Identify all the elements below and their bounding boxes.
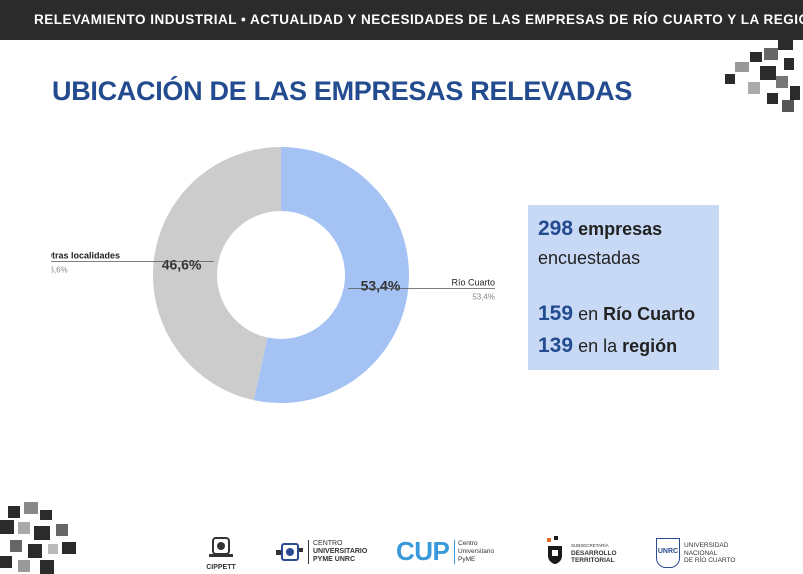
sdt-logo: SUBSECRETARÍA DESARROLLO TERRITORIAL — [544, 536, 624, 570]
sdt-line3: TERRITORIAL — [571, 557, 615, 564]
summary-riocuarto-pre: en — [578, 304, 599, 324]
cup-line2: Universitario — [458, 548, 495, 555]
summary-riocuarto-line: 159 en Río Cuarto — [538, 302, 695, 326]
slice-name-label-otras-localidades: Otras localidades — [51, 250, 120, 260]
summary-region-line: 139 en la región — [538, 334, 677, 358]
sdt-text: SUBSECRETARÍA DESARROLLO TERRITORIAL — [571, 542, 617, 565]
slice-otras-localidades — [152, 147, 281, 401]
unrc-line3: DE RÍO CUARTO — [684, 557, 736, 564]
unrc-text: UNIVERSIDAD NACIONAL DE RÍO CUARTO — [684, 542, 735, 565]
cu-line3: PYME UNRC — [313, 556, 356, 563]
summary-riocuarto-place: Río Cuarto — [603, 304, 696, 324]
summary-riocuarto-number: 159 — [538, 302, 574, 325]
sdt-line1: SUBSECRETARÍA — [571, 543, 609, 548]
centro-universitario-logo: CENTRO UNIVERSITARIO PYME UNRC — [276, 538, 384, 568]
cup-wordmark: CUP — [396, 536, 450, 566]
cippett-logo: CIPPETT — [204, 536, 238, 571]
page-title: UBICACIÓN DE LAS EMPRESAS RELEVADAS — [52, 76, 633, 106]
cup-line1: Centro — [458, 540, 478, 547]
slice-rio-cuarto — [253, 147, 409, 403]
cup-text: Centro Universitario PyME — [458, 540, 494, 564]
chart-area: 53,4% Río Cuarto 53,4% 46,6% Otras localidad… — [51, 131, 511, 414]
sdt-line2: DESARROLLO — [571, 549, 617, 557]
cu-divider — [308, 540, 309, 564]
slice-pct-label-rio-cuarto: 53,4% — [472, 293, 495, 302]
slice-name-label-rio-cuarto: Río Cuarto — [451, 278, 495, 288]
slice-pct-label-otras-localidades: 46,6% — [51, 265, 68, 274]
cu-text: CENTRO UNIVERSITARIO PYME UNRC — [313, 540, 367, 564]
decorative-squares-bottom — [0, 500, 85, 574]
summary-total-word: empresas — [578, 219, 663, 239]
cup-divider — [454, 540, 455, 564]
unrc-line1: UNIVERSIDAD — [684, 542, 729, 549]
cup-line3: PyME — [458, 556, 476, 563]
summary-total-line: 298 empresas — [538, 217, 662, 241]
cu-emblem-icon — [276, 543, 303, 561]
summary-total-number: 298 — [538, 217, 574, 240]
header-bar: RELEVAMIENTO INDUSTRIAL • ACTUALIDAD Y N… — [0, 0, 803, 40]
decorative-squares-top — [720, 38, 803, 113]
summary-region-pre: en la — [578, 336, 618, 356]
summary-total-rest: encuestadas — [538, 248, 641, 268]
slice-value-label-rio-cuarto: 53,4% — [361, 278, 401, 294]
header-text: RELEVAMIENTO INDUSTRIAL • ACTUALIDAD Y N… — [34, 12, 803, 27]
cippett-icon — [209, 537, 233, 557]
summary-box: 298 empresas encuestadas 159 en Río Cuar… — [528, 205, 719, 370]
cup-logo: CUP Centro Universitario PyME — [396, 536, 516, 568]
sdt-emblem-icon — [547, 536, 562, 564]
unrc-line2: NACIONAL — [684, 549, 718, 557]
summary-region-number: 139 — [538, 334, 574, 357]
cu-line1: CENTRO — [313, 540, 343, 547]
cu-line2: UNIVERSITARIO — [313, 548, 368, 555]
footer-logos: CIPPETT CENTRO UNIVERSITARIO PYME UNRC C… — [0, 520, 803, 574]
unrc-logo: UNRC UNIVERSIDAD NACIONAL DE RÍO CUARTO — [656, 536, 756, 570]
summary-region-place: región — [622, 336, 678, 356]
cippett-label: CIPPETT — [206, 564, 236, 571]
donut-chart: 53,4% Río Cuarto 53,4% 46,6% Otras localidad… — [51, 147, 495, 403]
unrc-badge: UNRC — [656, 538, 680, 568]
slice-value-label-otras-localidades: 46,6% — [162, 256, 202, 272]
